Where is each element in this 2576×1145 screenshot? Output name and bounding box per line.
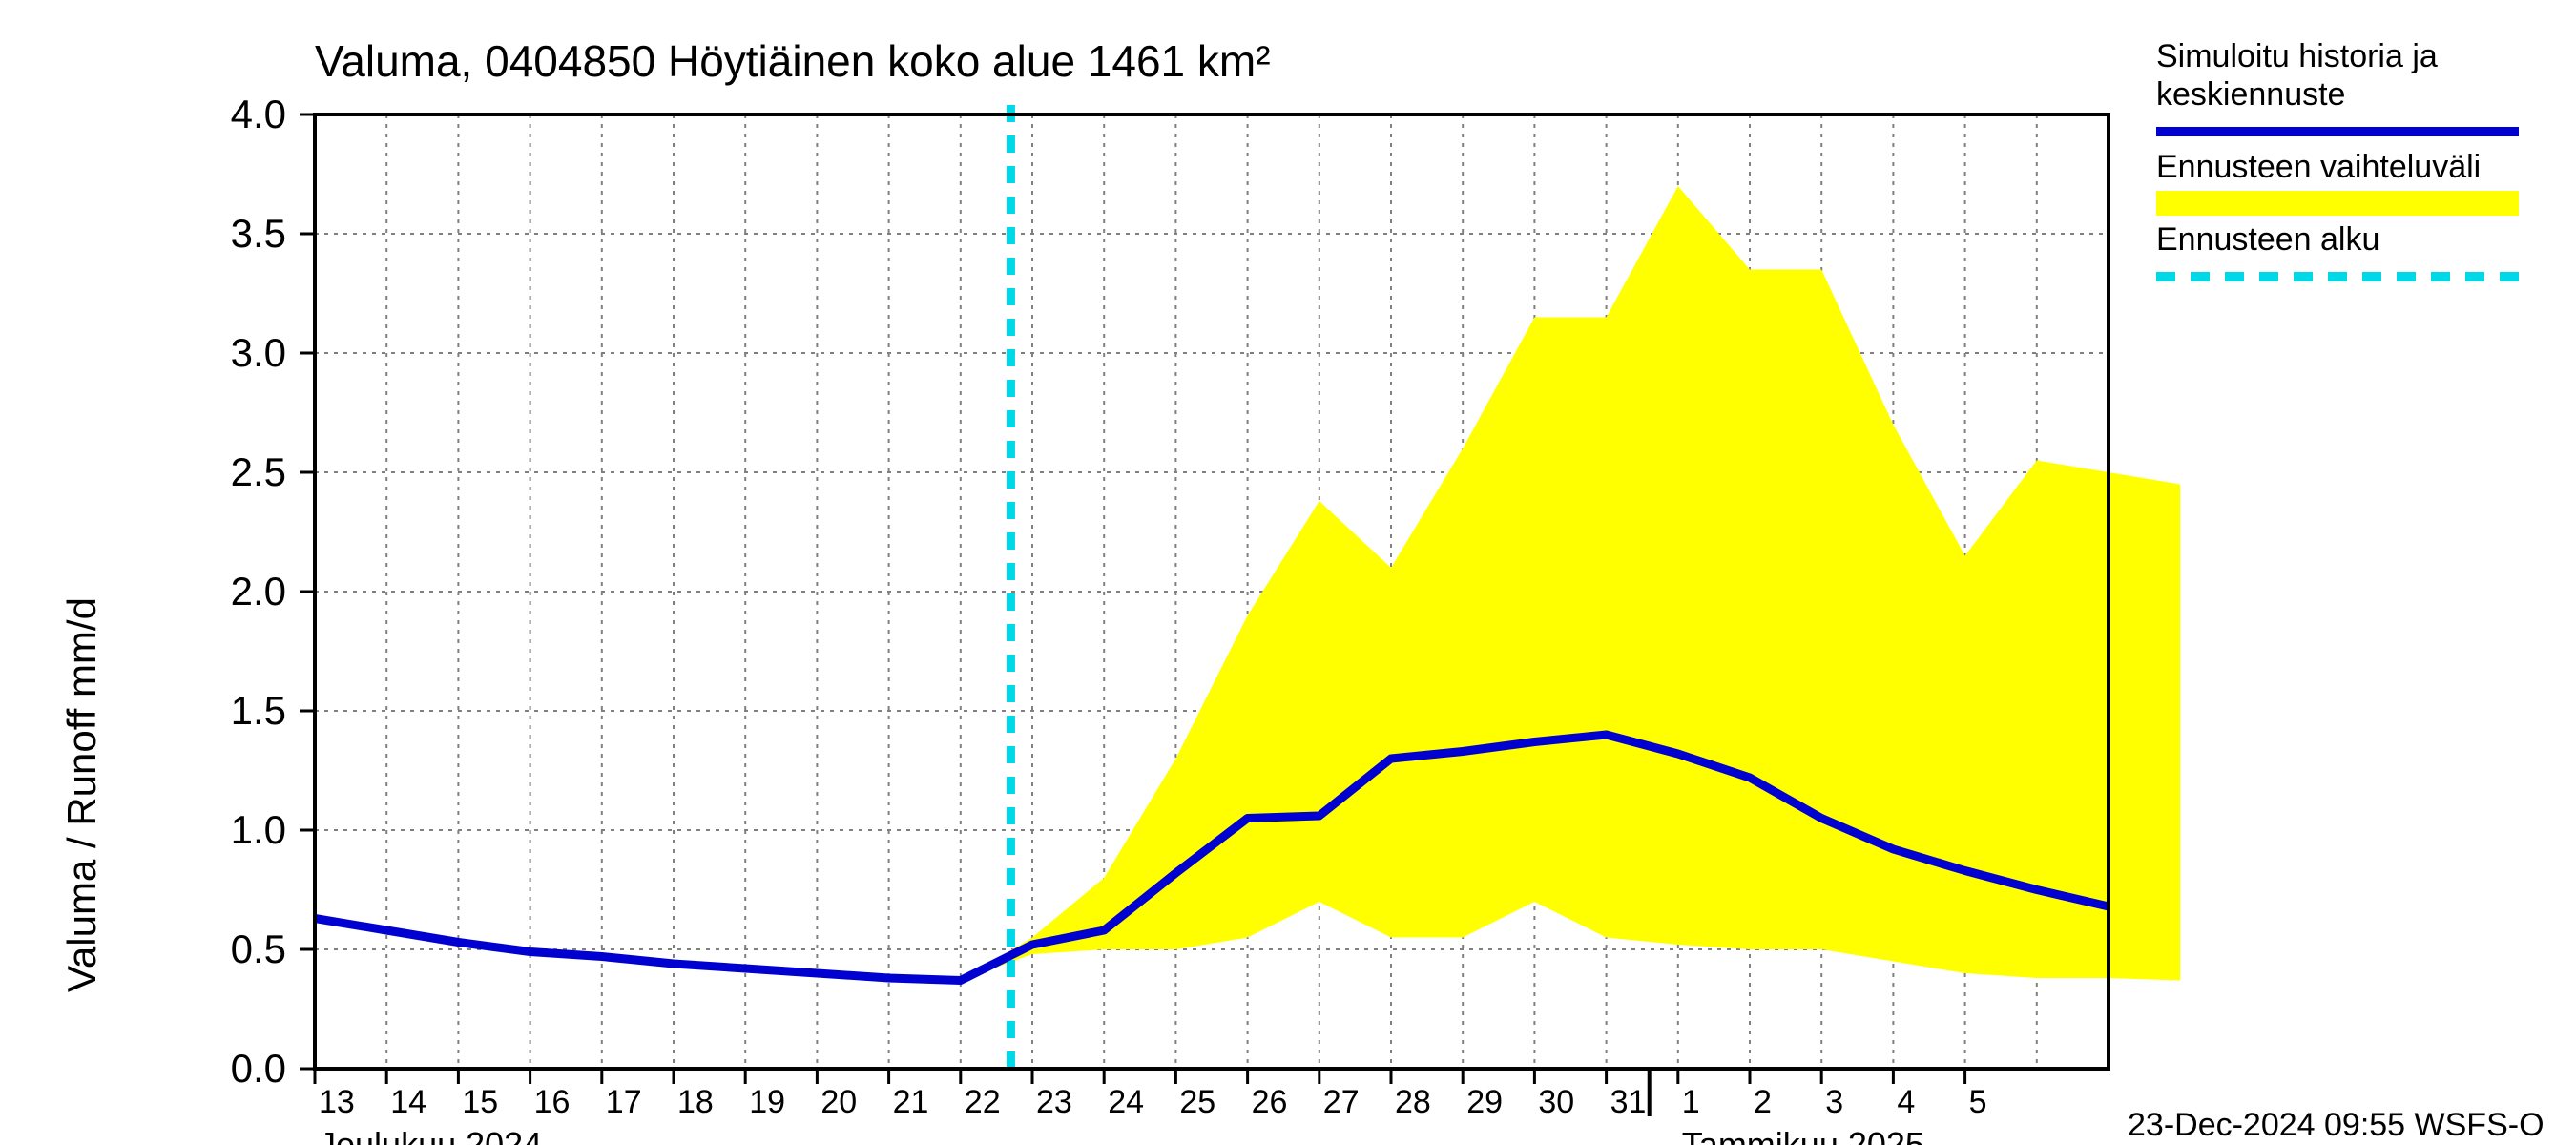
x-tick-label: 31 (1610, 1084, 1647, 1120)
x-tick-label: 4 (1897, 1084, 1915, 1120)
x-tick-label: 22 (965, 1084, 1001, 1120)
x-tick-label: 25 (1179, 1084, 1215, 1120)
x-tick-label: 3 (1825, 1084, 1843, 1120)
legend-label: Ennusteen vaihteluväli (2156, 149, 2481, 185)
x-tick-label: 17 (606, 1084, 642, 1120)
y-tick-label: 0.0 (231, 1046, 286, 1091)
y-tick-label: 2.5 (231, 449, 286, 494)
month-label-fi: Tammikuu 2025 (1682, 1125, 1924, 1145)
x-tick-label: 15 (462, 1084, 498, 1120)
x-tick-label: 30 (1538, 1084, 1574, 1120)
x-tick-label: 26 (1252, 1084, 1288, 1120)
x-tick-label: 16 (534, 1084, 571, 1120)
x-tick-label: 5 (1969, 1084, 1987, 1120)
y-tick-label: 0.5 (231, 926, 286, 971)
month-label-fi: Joulukuu 2024 (319, 1125, 542, 1145)
x-tick-label: 13 (319, 1084, 355, 1120)
x-tick-label: 2 (1754, 1084, 1772, 1120)
x-tick-label: 21 (893, 1084, 929, 1120)
x-tick-label: 19 (749, 1084, 785, 1120)
x-tick-label: 23 (1036, 1084, 1072, 1120)
forecast-band (961, 186, 2180, 981)
y-tick-label: 1.0 (231, 807, 286, 852)
x-tick-label: 24 (1108, 1084, 1144, 1120)
y-axis-title: Valuma / Runoff mm/d (59, 597, 104, 992)
runoff-forecast-chart: 0.00.51.01.52.02.53.03.54.01314151617181… (0, 0, 2576, 1145)
x-tick-label: 14 (390, 1084, 426, 1120)
legend-swatch-band (2156, 191, 2519, 216)
legend: Simuloitu historia jakeskiennuste Ennuste… (2156, 38, 2519, 277)
y-tick-label: 3.5 (231, 211, 286, 256)
x-tick-label: 29 (1466, 1084, 1503, 1120)
x-tick-label: 20 (821, 1084, 857, 1120)
x-tick-label: 18 (677, 1084, 714, 1120)
y-tick-label: 1.5 (231, 688, 286, 733)
y-tick-label: 4.0 (231, 92, 286, 136)
chart-title: Valuma, 0404850 Höytiäinen koko alue 146… (315, 36, 1271, 86)
x-tick-label: 28 (1395, 1084, 1431, 1120)
footer-timestamp: 23-Dec-2024 09:55 WSFS-O (2128, 1107, 2545, 1143)
legend-label: Ennusteen alku (2156, 221, 2379, 258)
legend-label: Simuloitu historia ja (2156, 38, 2438, 74)
x-tick-label: 27 (1323, 1084, 1360, 1120)
y-tick-label: 2.0 (231, 569, 286, 614)
legend-label: keskiennuste (2156, 76, 2345, 113)
x-tick-label: 1 (1682, 1084, 1700, 1120)
chart-svg: 0.00.51.01.52.02.53.03.54.01314151617181… (0, 0, 2576, 1145)
y-tick-label: 3.0 (231, 330, 286, 375)
